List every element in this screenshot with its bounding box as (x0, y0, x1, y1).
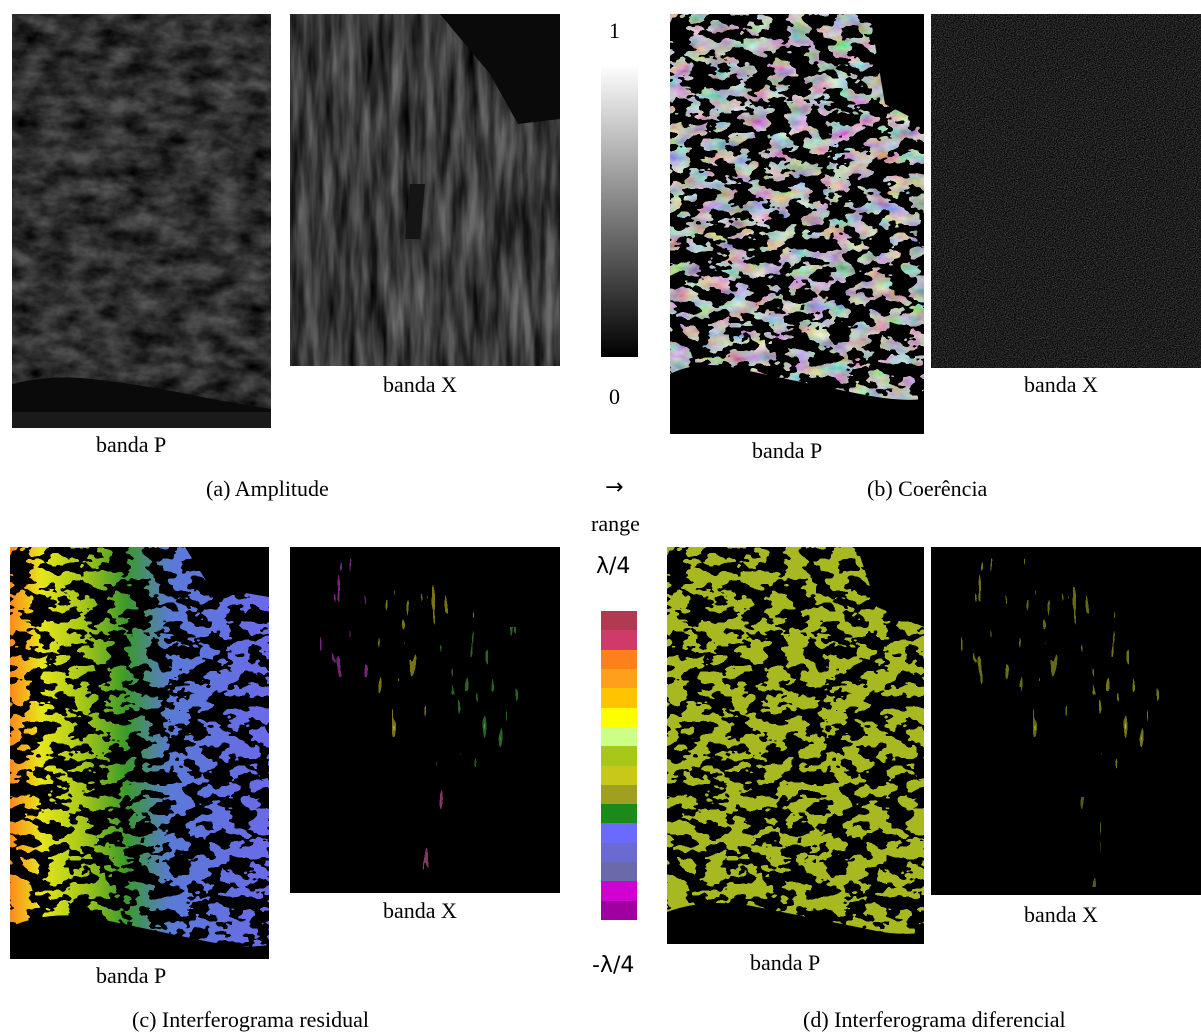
phase-colorbar-segment (601, 746, 637, 766)
amplitude-p-band-label: banda P (96, 432, 167, 457)
phase-colorbar-segment (601, 630, 637, 650)
differential-interferogram-p-band-image (667, 547, 924, 944)
residual-p-band-label: banda P (96, 963, 167, 988)
differential-p-band-label: banda P (750, 950, 821, 975)
grayscale-colorbar (601, 64, 638, 357)
panel-c-caption: (c) Interferograma residual (132, 1007, 369, 1032)
phase-colorbar-segment (601, 823, 637, 843)
range-label: range (591, 511, 640, 536)
coherence-p-band-image (670, 14, 924, 434)
residual-interferogram-x-band-image (290, 547, 560, 893)
phase-colorbar-segment (601, 726, 637, 747)
residual-interferogram-p-band-image (10, 547, 269, 959)
coherence-p-band-label: banda P (752, 438, 823, 463)
phase-colorbar-segment (601, 611, 637, 631)
phase-colorbar-segment (601, 804, 637, 824)
phase-colorbar-segment (601, 784, 637, 805)
panel-a-caption: (a) Amplitude (206, 476, 329, 501)
phase-colorbar-segment (601, 707, 637, 727)
residual-x-band-label: banda X (383, 898, 457, 923)
amplitude-x-band-label: banda X (383, 372, 457, 397)
grayscale-bar-min-label: 0 (609, 384, 620, 409)
panel-b-caption: (b) Coerência (867, 476, 988, 501)
amplitude-x-band-image (290, 14, 560, 366)
phase-colorbar-segment (601, 862, 637, 882)
phase-colorbar-segment (601, 900, 637, 920)
phase-colorbar-segment (601, 881, 637, 901)
panel-d-caption: (d) Interferograma diferencial (803, 1007, 1066, 1032)
grayscale-bar-max-label: 1 (609, 18, 620, 43)
coherence-x-band-label: banda X (1024, 372, 1098, 397)
differential-x-band-label: banda X (1024, 902, 1098, 927)
phase-colorbar-segment (601, 688, 637, 708)
range-arrow-icon: → (605, 475, 624, 500)
phase-colorbar-segment (601, 649, 637, 669)
differential-interferogram-x-band-image (931, 547, 1201, 895)
phase-colorbar-segment (601, 765, 637, 785)
phase-colorbar (601, 611, 637, 920)
phase-bar-max-label: λ/4 (596, 554, 631, 579)
phase-bar-min-label: -λ/4 (592, 953, 635, 978)
amplitude-p-band-image (12, 14, 271, 428)
phase-colorbar-segment (601, 842, 637, 863)
coherence-x-band-image (931, 14, 1201, 368)
phase-colorbar-segment (601, 668, 637, 689)
